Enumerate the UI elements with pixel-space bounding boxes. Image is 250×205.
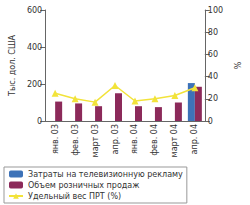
svg-text:0: 0 [37,117,42,126]
svg-text:80: 80 [208,28,218,37]
svg-text:200: 200 [27,80,42,89]
svg-text:апр. 03: апр. 03 [111,124,120,154]
svg-text:0: 0 [208,117,213,126]
svg-text:40: 40 [208,72,218,81]
svg-text:60: 60 [208,50,218,59]
svg-text:янв. 03: янв. 03 [51,124,60,154]
svg-text:Объем розничных продаж: Объем розничных продаж [28,181,139,190]
svg-text:март 03: март 03 [91,124,100,157]
svg-text:400: 400 [27,43,42,52]
svg-text:Удельный вес ПРТ (%): Удельный вес ПРТ (%) [28,192,121,201]
svg-text:600: 600 [27,6,42,15]
svg-text:%: % [234,61,243,69]
svg-text:фев. 03: фев. 03 [71,124,80,156]
svg-text:Затраты на телевизионную рекла: Затраты на телевизионную рекламу [28,170,183,179]
svg-text:Тыс. дол. США: Тыс. дол. США [8,35,17,97]
svg-text:20: 20 [208,94,218,103]
svg-text:янв. 04: янв. 04 [130,124,139,154]
svg-text:апр. 04: апр. 04 [190,124,199,154]
svg-text:фев. 04: фев. 04 [150,124,159,156]
svg-text:100: 100 [208,6,223,15]
svg-text:март 04: март 04 [170,124,179,157]
